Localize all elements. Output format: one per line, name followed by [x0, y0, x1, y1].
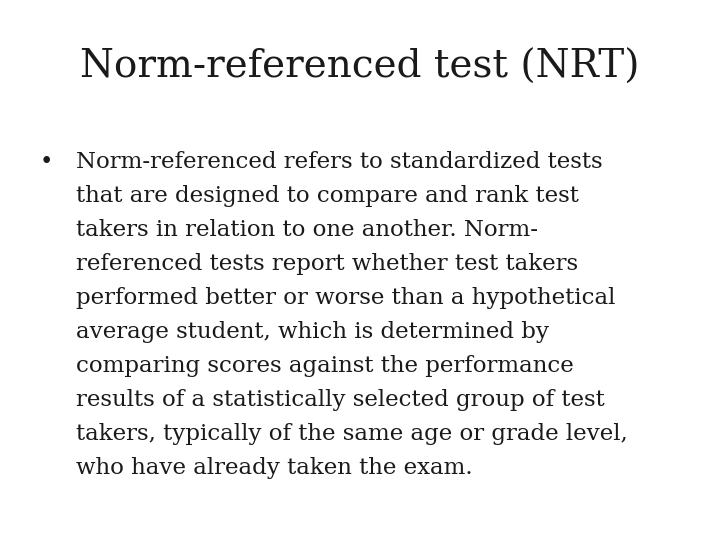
Text: •: •	[40, 151, 53, 173]
Text: comparing scores against the performance: comparing scores against the performance	[76, 355, 573, 377]
Text: Norm-referenced test (NRT): Norm-referenced test (NRT)	[80, 49, 640, 86]
Text: Norm-referenced refers to standardized tests: Norm-referenced refers to standardized t…	[76, 151, 602, 173]
Text: results of a statistically selected group of test: results of a statistically selected grou…	[76, 389, 604, 411]
Text: that are designed to compare and rank test: that are designed to compare and rank te…	[76, 185, 578, 207]
Text: average student, which is determined by: average student, which is determined by	[76, 321, 549, 343]
Text: who have already taken the exam.: who have already taken the exam.	[76, 457, 472, 480]
Text: takers in relation to one another. Norm-: takers in relation to one another. Norm-	[76, 219, 538, 241]
Text: takers, typically of the same age or grade level,: takers, typically of the same age or gra…	[76, 423, 627, 446]
Text: performed better or worse than a hypothetical: performed better or worse than a hypothe…	[76, 287, 615, 309]
Text: referenced tests report whether test takers: referenced tests report whether test tak…	[76, 253, 577, 275]
